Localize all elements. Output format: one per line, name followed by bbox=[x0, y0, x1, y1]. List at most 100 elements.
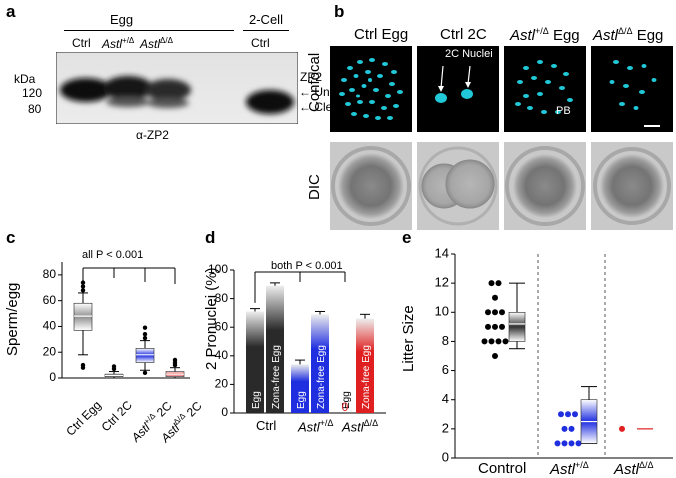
e-data-point bbox=[495, 338, 502, 345]
d-bar-zona-free bbox=[266, 285, 284, 413]
e-ytick-label: 4 bbox=[442, 391, 449, 406]
e-ytick-label: 8 bbox=[442, 333, 449, 348]
lane-astl-hom: AstlΔ/Δ bbox=[140, 36, 173, 51]
band-ctrl-egg-uncleaved bbox=[60, 78, 112, 102]
e-data-point bbox=[619, 425, 625, 432]
band-hom-cleaved bbox=[147, 98, 189, 108]
c-outlier-point bbox=[142, 335, 148, 341]
egg-bracket-line bbox=[64, 30, 234, 31]
d-pvalue: both P < 0.001 bbox=[271, 260, 343, 272]
group-egg-label: Egg bbox=[110, 12, 134, 27]
annot-pb: PB bbox=[556, 105, 571, 117]
c-pvalue: all P < 0.001 bbox=[82, 249, 144, 261]
col-ctrl-2c: Ctrl 2C bbox=[440, 26, 487, 43]
confocal-astl-het-egg bbox=[504, 46, 586, 132]
col-astl-hom-egg: AstlΔ/Δ Egg bbox=[593, 26, 664, 44]
d-bar-egg bbox=[291, 364, 309, 413]
western-blot bbox=[56, 52, 298, 124]
c-box bbox=[73, 302, 93, 331]
group-2cell-label: 2-Cell bbox=[249, 12, 283, 27]
lane-astl-het: Astl+/Δ bbox=[102, 36, 135, 51]
e-data-point bbox=[561, 440, 568, 447]
e-data-point bbox=[481, 338, 488, 345]
e-data-point bbox=[572, 411, 578, 418]
e-data-point bbox=[492, 294, 498, 301]
nucleus-2c-b bbox=[461, 89, 473, 99]
c-ytick-label: 80 bbox=[43, 267, 57, 281]
lane-ctrl-2cell: Ctrl bbox=[251, 36, 270, 50]
e-data-point bbox=[568, 440, 575, 447]
c-ytick-label: 60 bbox=[43, 293, 57, 307]
e-data-point bbox=[485, 323, 491, 330]
col-astl-het-egg: Astl+/Δ Egg bbox=[510, 26, 580, 44]
e-data-point bbox=[558, 411, 564, 418]
band-hom-uncleaved bbox=[145, 79, 191, 101]
d-bar-label: Egg bbox=[341, 391, 352, 409]
c-outlier-point bbox=[111, 364, 117, 369]
c-outlier-point bbox=[142, 331, 148, 337]
d-bar-zona-free bbox=[356, 318, 374, 413]
d-ytick-label: 80 bbox=[215, 291, 229, 305]
e-data-point bbox=[561, 425, 568, 432]
e-ytick-label: 12 bbox=[435, 275, 449, 290]
e-data-point bbox=[575, 440, 582, 447]
e-ytick-label: 2 bbox=[442, 420, 449, 435]
e-ytick-label: 14 bbox=[435, 245, 449, 260]
d-bar-label: Zona-free Egg bbox=[316, 345, 327, 409]
annot-2c-nuclei: 2C Nuclei bbox=[445, 48, 493, 60]
e-box bbox=[508, 311, 526, 342]
d-ytick-label: 40 bbox=[215, 348, 229, 362]
nucleus-2c-a bbox=[435, 93, 447, 103]
kda-label: kDa bbox=[14, 72, 36, 86]
e-data-point bbox=[488, 338, 495, 345]
row-dic-label: DIC bbox=[306, 174, 323, 200]
e-data-point bbox=[499, 309, 505, 316]
d-bar-egg bbox=[246, 311, 264, 413]
zp2-label: ZP2 bbox=[300, 70, 323, 84]
c-outlier-point bbox=[80, 288, 86, 293]
d-ytick-label: 0 bbox=[221, 405, 228, 419]
band-2cell-cleaved bbox=[246, 90, 294, 114]
d-xtick-astl-het: Astl+/Δ bbox=[298, 418, 334, 435]
e-data-point bbox=[502, 338, 509, 345]
e-data-point bbox=[499, 323, 505, 330]
chart-e: 0 2 4 6 8 10 12 14 bbox=[435, 245, 673, 464]
e-data-point bbox=[492, 323, 498, 330]
confocal-astl-hom-egg bbox=[591, 46, 673, 132]
d-bar-zona-free bbox=[311, 314, 329, 413]
panel-c-label: c bbox=[6, 228, 16, 247]
e-data-point bbox=[492, 309, 498, 316]
d-ytick-label: 100 bbox=[208, 262, 228, 276]
c-ytick-label: 20 bbox=[43, 344, 57, 358]
band-het-cleaved bbox=[106, 97, 150, 107]
micrograph-grid bbox=[330, 46, 673, 230]
d-bar-label: Egg bbox=[251, 391, 262, 409]
d-xtick-astl-hom: AstlΔ/Δ bbox=[342, 418, 379, 435]
d-bar-label: Zona-free Egg bbox=[271, 345, 282, 409]
e-data-point bbox=[492, 353, 498, 359]
e-data-point bbox=[488, 280, 495, 287]
e-data-point bbox=[485, 309, 491, 316]
d-bar-label: Zona-free Egg bbox=[361, 345, 372, 409]
band-het-uncleaved bbox=[103, 76, 153, 100]
c-outlier-point bbox=[80, 365, 86, 370]
d-xtick-ctrl: Ctrl bbox=[256, 418, 277, 433]
e-xtick-astl-het: Astl+/Δ bbox=[550, 460, 589, 478]
e-ytick-label: 6 bbox=[442, 362, 449, 377]
d-bar-label: Egg bbox=[296, 391, 307, 409]
2cell-bracket-line bbox=[243, 30, 289, 31]
panel-e-label: e bbox=[402, 228, 412, 247]
e-ytick-label: 10 bbox=[435, 304, 449, 319]
c-ytick-label: 40 bbox=[43, 319, 57, 333]
e-data-point bbox=[568, 425, 575, 432]
e-xtick-astl-hom: AstlΔ/Δ bbox=[614, 460, 654, 478]
panel-b-label: b bbox=[334, 2, 345, 21]
confocal-ctrl-2c bbox=[417, 46, 499, 132]
panel-d-label: d bbox=[205, 228, 216, 247]
antibody-label: α-ZP2 bbox=[136, 128, 169, 142]
d-zero-mark: 0 bbox=[342, 400, 349, 414]
kda-80: 80 bbox=[28, 102, 42, 116]
row-confocal-label: Confocal bbox=[306, 52, 323, 112]
e-xtick-control: Control bbox=[478, 460, 527, 477]
c-outlier-point bbox=[172, 357, 178, 363]
